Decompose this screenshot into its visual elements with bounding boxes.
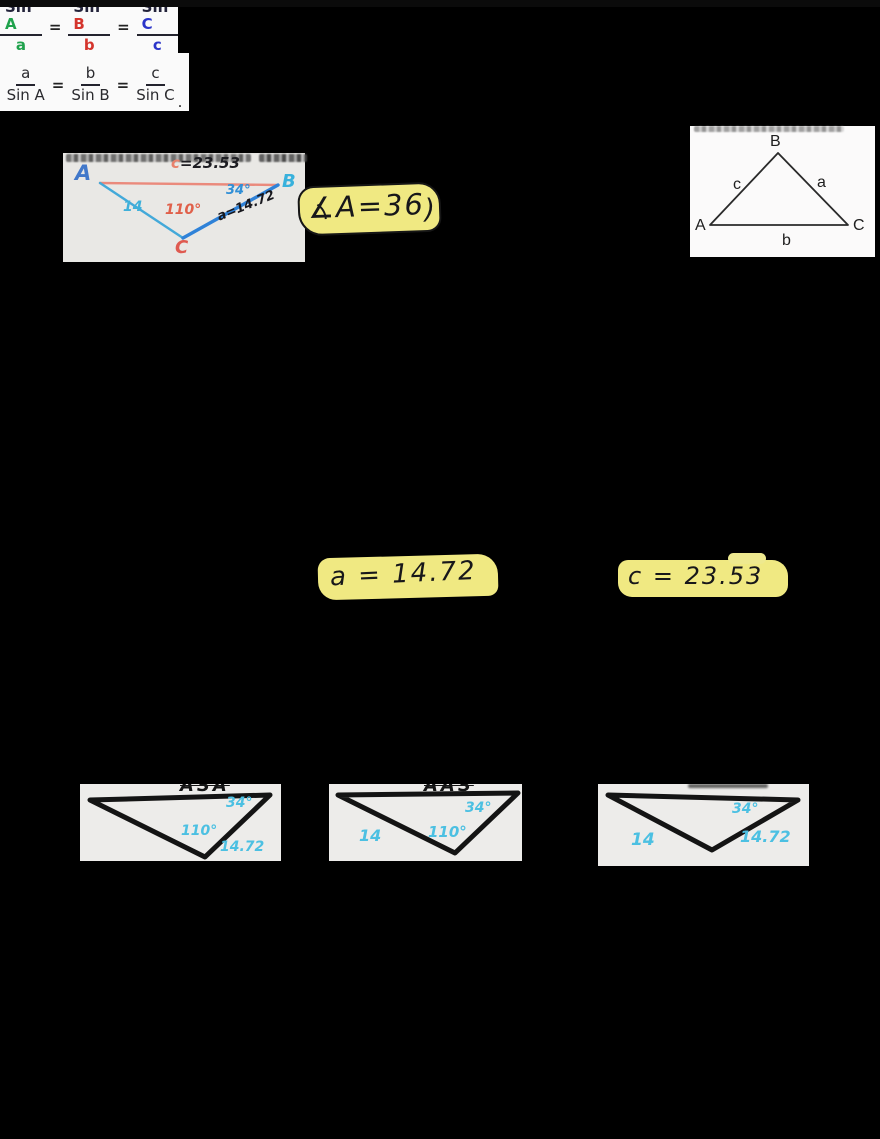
vertex-label-a: A: [695, 217, 706, 234]
side-b-label: 14: [359, 826, 382, 845]
asa-triangle-figure: [87, 792, 273, 860]
angle-b-label: 34°: [465, 800, 492, 816]
highlighter-stray-mark: [728, 553, 766, 564]
closing-paren-mark: ): [423, 193, 436, 226]
side-c-equation: c=23.53: [171, 156, 240, 171]
side-a-label: 14.72: [220, 839, 265, 855]
equals-sign: =: [116, 75, 130, 94]
side-label-b: b: [782, 232, 791, 249]
panel-top-edge-bar: [0, 0, 880, 7]
aas-triangle-figure: [335, 790, 521, 856]
angle-c-label: 110°: [181, 823, 218, 839]
equals-sign: =: [51, 75, 65, 94]
equals-sign: =: [117, 17, 130, 36]
fraction-sinA-over-a: Sin A a: [0, 0, 42, 54]
angle-letter-b: B: [73, 14, 85, 33]
side-letter-c: c: [146, 65, 165, 86]
angle-letter-a: A: [5, 14, 17, 33]
fraction-sinC-over-c: Sin C c: [136, 0, 178, 55]
law-of-sines-ratio-panel: Sin A a = Sin B b = Sin C c: [0, 0, 178, 55]
angle-c-label: 110°: [428, 823, 467, 841]
card-title-asa: ASA: [180, 784, 230, 796]
vertex-label-a: A: [75, 161, 92, 185]
denominator-sinC: Sin C: [136, 85, 175, 104]
angle-b-label: 34°: [732, 801, 759, 817]
trailing-period: .: [177, 93, 183, 111]
garbled-text-strip: [259, 154, 307, 162]
worked-triangle-figure: [98, 181, 280, 240]
side-b-label: 14: [631, 830, 655, 850]
third-triangle-figure: [605, 792, 801, 853]
garbled-text-strip: [66, 154, 251, 162]
vertex-label-b: B: [282, 171, 296, 192]
angle-letter-c: C: [141, 14, 153, 33]
side-letter-b: b: [80, 65, 101, 86]
side-a-label: 14.72: [740, 827, 791, 846]
highlight-side-c-answer: c = 23.53: [618, 560, 788, 597]
highlight-angle-a-answer: ∡A=36 ): [297, 181, 442, 237]
vertex-label-c: C: [175, 237, 189, 258]
vertex-label-c: C: [853, 217, 865, 234]
reference-triangle-figure: [709, 152, 849, 226]
fraction-a-over-sinA: a Sin A: [7, 65, 45, 104]
garbled-text-strip: [688, 784, 768, 788]
worked-example-whiteboard: A B C c=23.53 34° 14 110° a=14.72: [63, 153, 307, 262]
side-c-value: =23.53: [179, 154, 240, 172]
side-letter-a: a: [16, 65, 36, 86]
side-label-c: c: [733, 176, 741, 193]
law-of-sines-reciprocal-panel: a Sin A = b Sin B = c Sin C .: [0, 0, 880, 111]
side-letter-a: a: [15, 36, 26, 55]
denominator-sinA: Sin A: [6, 85, 45, 104]
side-label-a: a: [817, 174, 826, 191]
highlight-side-a-answer: a = 14.72: [317, 553, 499, 601]
solution-card-aas: AAS 34° 14 110°: [329, 784, 522, 861]
angle-b-label: 34°: [226, 795, 253, 811]
side-c-letter: c: [171, 154, 180, 172]
angle-a-answer-text: ∡A=36: [307, 187, 426, 226]
angle-b-label: 34°: [226, 183, 251, 198]
garbled-text-strip: [694, 126, 844, 132]
side-letter-c: c: [152, 36, 162, 55]
side-c-answer-text: c = 23.53: [628, 562, 764, 590]
solution-card-asa: ASA 34° 110° 14.72: [80, 784, 281, 861]
fraction-b-over-sinB: b Sin B: [71, 65, 109, 104]
vertex-label-b: B: [770, 133, 781, 150]
equals-sign: =: [48, 17, 62, 36]
reference-triangle-panel: B A C c a b: [690, 126, 875, 257]
solution-card-third: 34° 14 14.72: [598, 784, 809, 866]
fraction-sinB-over-b: Sin B b: [68, 0, 111, 55]
angle-c-label: 110°: [165, 202, 202, 218]
fraction-c-over-sinC: c Sin C: [136, 65, 174, 104]
side-a-answer-text: a = 14.72: [329, 555, 478, 593]
side-letter-b: b: [83, 36, 95, 55]
side-b-label: 14: [123, 199, 143, 215]
denominator-sinB: Sin B: [71, 85, 110, 104]
